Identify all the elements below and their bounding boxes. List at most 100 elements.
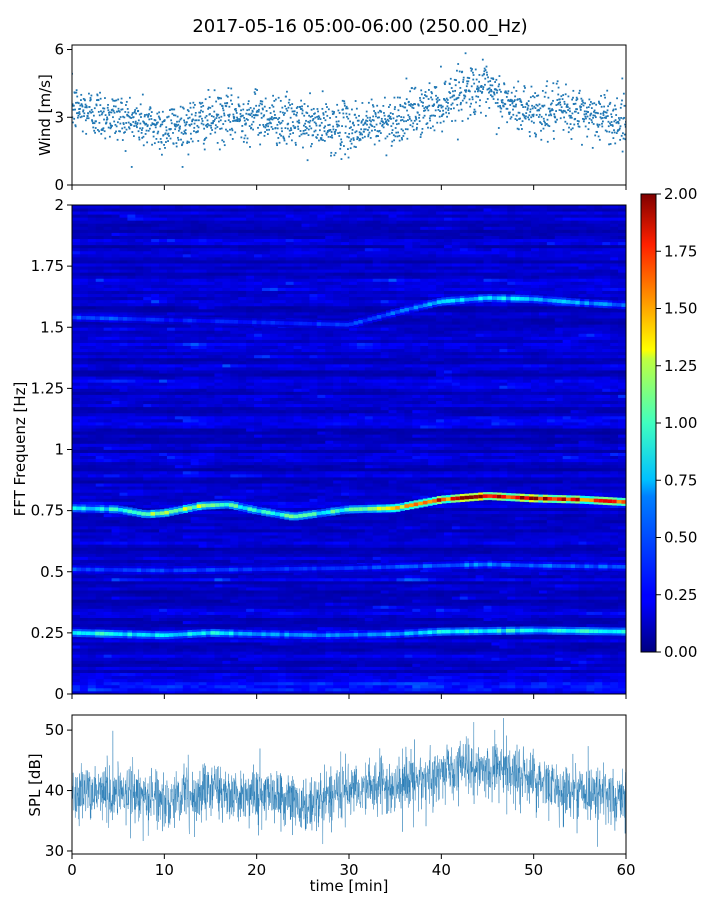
wind-point [176, 146, 178, 148]
wind-point [206, 126, 208, 128]
spectrogram-cell [135, 556, 144, 559]
spectrogram-cell [191, 663, 200, 666]
spectrogram-cell [444, 676, 453, 679]
wind-point [323, 117, 325, 119]
spectrogram-cell [594, 676, 603, 679]
wind-point [329, 129, 331, 131]
spectrogram-cell [476, 624, 485, 627]
spectrogram-cell [230, 578, 239, 581]
wind-point [190, 133, 192, 135]
spectrogram-cell [112, 563, 121, 566]
wind-point [159, 125, 161, 127]
spectrogram-cell [88, 590, 97, 593]
wind-point [570, 129, 572, 131]
wind-point [85, 119, 87, 121]
spectrogram-cell [80, 679, 89, 682]
spectrogram-cell [80, 587, 89, 590]
wind-point [340, 144, 342, 146]
spectrogram-cell [476, 575, 485, 578]
wind-point [497, 102, 499, 104]
spectrogram-cell [610, 682, 619, 685]
spectrogram-cell [389, 590, 398, 593]
spectrogram-cell [618, 670, 627, 673]
spectrogram-cell [246, 670, 255, 673]
wind-point [580, 106, 582, 108]
spectrogram-cell [199, 682, 208, 685]
spectrogram-cell [389, 660, 398, 663]
spectrogram-cell [523, 666, 532, 669]
wind-point [182, 141, 184, 143]
spectrogram-cell [460, 596, 469, 599]
wind-point [242, 115, 244, 117]
spectrogram-cell [175, 608, 184, 611]
spectrogram-cell [618, 611, 627, 614]
spectrogram-cell [586, 685, 595, 688]
wind-point [607, 109, 609, 111]
spectrogram-cell [563, 602, 572, 605]
wind-point [369, 132, 371, 134]
spectrogram-cell [104, 639, 113, 642]
spectrogram-cell [349, 688, 358, 691]
spectrogram-cell [460, 602, 469, 605]
spectrogram-cell [349, 587, 358, 590]
spectrogram-cell [452, 685, 461, 688]
spectrogram-cell [579, 608, 588, 611]
spectrogram-cell [88, 611, 97, 614]
spectrogram-cell [365, 679, 374, 682]
wind-point [364, 136, 366, 138]
wind-point [606, 112, 608, 114]
spectrogram-cell [507, 602, 516, 605]
wind-point [453, 95, 455, 97]
wind-point [415, 119, 417, 121]
spectrogram-cell [135, 618, 144, 621]
spectrogram-cell [112, 685, 121, 688]
spectrogram-cell [452, 639, 461, 642]
wind-point [210, 125, 212, 127]
wind-point [427, 127, 429, 129]
spectrogram-cell [555, 587, 564, 590]
spectrogram-cell [80, 645, 89, 648]
spectrogram-cell [515, 575, 524, 578]
wind-point [511, 116, 513, 118]
wind-point [392, 113, 394, 115]
spectrogram-cell [80, 608, 89, 611]
spectrogram-cell [270, 679, 279, 682]
spectrogram-cell [302, 618, 311, 621]
wind-point [398, 109, 400, 111]
spectrogram-cell [602, 682, 611, 685]
spectrogram-cell [507, 572, 516, 575]
spectrogram-cell [309, 645, 318, 648]
spectrogram-cell [602, 590, 611, 593]
wind-point [321, 134, 323, 136]
wind-point [242, 109, 244, 111]
wind-point [512, 114, 514, 116]
spectrogram-cell [143, 553, 152, 556]
wind-point [87, 115, 89, 117]
spectrogram-cell [72, 679, 81, 682]
spectrogram-cell [539, 575, 548, 578]
spectrogram-cell [468, 645, 477, 648]
wind-point [539, 114, 541, 116]
spectrogram-cell [452, 624, 461, 627]
spectrogram-cell [302, 673, 311, 676]
wind-point [317, 111, 319, 113]
spectrogram-cell [278, 676, 287, 679]
spectrogram-cell [468, 602, 477, 605]
spectrogram-cell [499, 608, 508, 611]
spectrogram-cell [499, 599, 508, 602]
spectrogram-cell [499, 572, 508, 575]
spectrogram-cell [214, 587, 223, 590]
wind-point [124, 127, 126, 129]
spectrogram-cell [571, 584, 580, 587]
spectrogram-cell [349, 645, 358, 648]
wind-point [442, 106, 444, 108]
spectrogram-cell [238, 596, 247, 599]
spectrogram-cell [452, 657, 461, 660]
spectrogram-cell [262, 624, 271, 627]
spectrogram-cell [381, 651, 390, 654]
spectrogram-cell [127, 648, 136, 651]
spectrogram-cell [444, 599, 453, 602]
spectrogram-cell [444, 584, 453, 587]
wind-point [163, 134, 165, 136]
wind-point [615, 108, 617, 110]
